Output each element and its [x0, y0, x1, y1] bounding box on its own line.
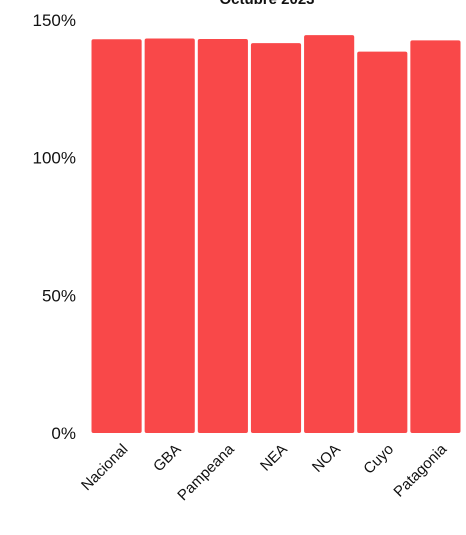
x-tick-label: Pampeana [174, 440, 238, 504]
x-tick-label: Nacional [78, 441, 131, 494]
y-tick-label: 150% [33, 11, 76, 30]
x-tick-label: NOA [309, 441, 344, 476]
bar-cuyo [357, 51, 408, 434]
bar-noa [304, 35, 355, 433]
y-axis: 0% 50% 100% 150% [33, 11, 76, 443]
x-tick-label: NEA [257, 441, 291, 475]
y-tick-label: 50% [42, 286, 76, 305]
bar-nacional [91, 39, 142, 433]
bar-gba [144, 38, 195, 434]
x-tick-label: Patagonia [390, 440, 450, 500]
bar-nea [250, 43, 302, 434]
bars [91, 35, 461, 434]
y-tick-label: 100% [33, 149, 76, 168]
chart-title: Octubre 2023 [219, 0, 314, 8]
x-tick-label: GBA [150, 441, 184, 475]
bar-pampeana [197, 38, 248, 434]
x-tick-label: Cuyo [360, 441, 397, 478]
bar-patagonia [410, 40, 461, 434]
y-tick-label: 0% [51, 424, 76, 443]
